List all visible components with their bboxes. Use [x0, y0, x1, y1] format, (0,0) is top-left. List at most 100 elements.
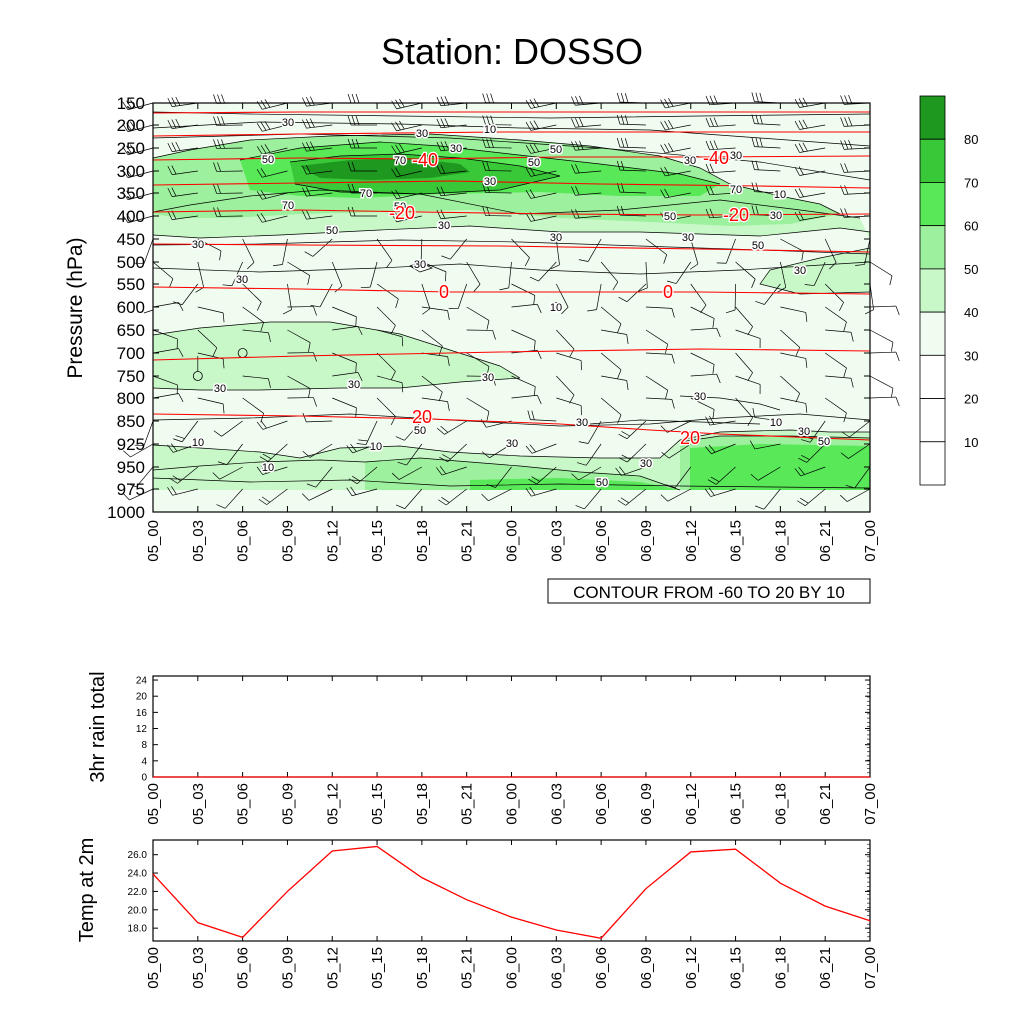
- wind-barb-staff: [575, 192, 602, 196]
- wind-barb-staff: [824, 352, 847, 369]
- wind-barb-staff: [143, 420, 154, 446]
- y-tick-label: 18.0: [128, 924, 148, 935]
- wind-barb-feather: [395, 99, 401, 109]
- wind-barb-staff: [854, 466, 871, 489]
- wind-barb-feather: [804, 284, 815, 286]
- wind-barb-feather: [169, 278, 174, 288]
- wind-barb-staff: [530, 215, 557, 222]
- wind-barb-283: [794, 466, 826, 477]
- wind-barb-feather: [525, 445, 533, 454]
- wind-barb-60: [282, 283, 292, 315]
- wind-barb-staff: [152, 393, 179, 399]
- wind-barb-58: [273, 238, 288, 267]
- wind-barb-feather: [221, 94, 225, 104]
- wind-barb-78: [310, 283, 333, 308]
- wind-barb-staff: [849, 420, 871, 438]
- wind-barb-feather: [747, 417, 753, 426]
- colorbar-segment: [919, 268, 946, 313]
- wind-barb-feather: [302, 97, 307, 107]
- wind-barb-staff: [645, 306, 672, 309]
- wind-barb-111: [391, 212, 422, 223]
- wind-barb-feather: [533, 340, 536, 351]
- x-tick-label: 06_00: [504, 783, 521, 825]
- wind-barb-staff: [725, 238, 736, 264]
- wind-barb-221: [690, 283, 707, 313]
- pressure-tick-label: 925: [117, 435, 145, 454]
- wind-barb-201: [645, 238, 668, 264]
- wind-barb-61: [287, 306, 317, 316]
- temperature-series-line: [152, 845, 871, 939]
- wind-barb-feather: [217, 162, 221, 172]
- wind-barb-feather: [256, 169, 263, 178]
- wind-barb-feather: [126, 190, 133, 199]
- wind-barb-190: [600, 397, 622, 424]
- wind-barb-246: [705, 443, 736, 455]
- wind-barb-105: [346, 486, 378, 497]
- x-tick-label: 06_15: [728, 947, 745, 989]
- wind-barb-staff: [645, 329, 668, 345]
- time-tick-label: 05_12: [324, 520, 341, 562]
- wind-barb-feather: [664, 188, 670, 198]
- wind-barb-161: [525, 120, 557, 131]
- x-tick-label: 06_03: [548, 783, 565, 825]
- wind-barb-1: [122, 121, 154, 133]
- wind-barb-84: [302, 412, 333, 423]
- wind-barb-staff: [197, 261, 205, 288]
- wind-barb-72: [302, 141, 333, 152]
- wind-barb-feather: [802, 142, 808, 152]
- wind-barb-feather: [800, 455, 810, 460]
- y-tick-label: 4: [141, 756, 147, 767]
- wind-barb-staff: [600, 352, 622, 370]
- wind-barb-feather: [395, 189, 401, 199]
- wind-barb-239: [725, 283, 736, 314]
- wind-barb-276: [824, 306, 847, 332]
- wind-barb-212: [617, 488, 647, 506]
- wind-barb-feather: [436, 141, 442, 151]
- wind-barb-staff: [511, 329, 536, 341]
- wind-barb-feather: [260, 465, 267, 474]
- wind-barb-146: [482, 183, 512, 194]
- wind-barb-feather: [492, 330, 496, 340]
- wind-barb-feather: [256, 466, 263, 475]
- wind-barb-feather: [525, 213, 532, 222]
- wind-barb-feather: [725, 309, 736, 314]
- wind-barb-feather: [798, 143, 804, 152]
- wind-barb-152: [511, 329, 536, 351]
- wind-barb-feather: [490, 93, 494, 103]
- time-tick-label: 06_12: [683, 520, 700, 562]
- wind-barb-feather: [171, 142, 177, 152]
- wind-barb-feather: [171, 187, 177, 197]
- wind-barb-feather: [346, 487, 353, 496]
- wind-barb-feather: [575, 186, 580, 196]
- wind-barb-staff: [440, 192, 467, 197]
- rh-contour-label: 30: [770, 210, 782, 222]
- wind-barb-feather: [798, 120, 804, 129]
- wind-barb-feather: [618, 457, 628, 463]
- wind-barb-feather: [664, 166, 670, 176]
- wind-barb-131: [466, 261, 481, 292]
- wind-barb-113: [421, 261, 447, 282]
- wind-barb-feather: [436, 186, 442, 196]
- wind-barb-feather: [486, 411, 490, 421]
- y-tick-label: 26.0: [128, 850, 148, 861]
- wind-barb-feather: [529, 189, 536, 198]
- wind-barb-43: [242, 283, 262, 311]
- wind-barb-feather: [578, 259, 589, 262]
- wind-barb-staff: [690, 283, 707, 306]
- rh-contour-label: 10: [484, 124, 496, 136]
- rh-contour-label: 30: [694, 391, 706, 403]
- wind-barb-feather: [222, 403, 225, 414]
- wind-barb-248: [704, 487, 736, 497]
- wind-barb-feather: [794, 189, 800, 198]
- wind-barb-feather: [525, 190, 532, 199]
- wind-barb-feather: [713, 117, 718, 127]
- time-tick-label: 05_03: [190, 520, 207, 562]
- wind-barb-feather: [217, 116, 221, 126]
- wind-barb-99: [376, 352, 396, 381]
- wind-barb-staff: [668, 443, 691, 459]
- wind-barb-63: [287, 352, 317, 362]
- wind-barb-feather: [390, 371, 396, 381]
- wind-barb-staff: [332, 352, 357, 364]
- wind-barb-185: [587, 283, 602, 312]
- wind-barb-feather: [167, 187, 173, 197]
